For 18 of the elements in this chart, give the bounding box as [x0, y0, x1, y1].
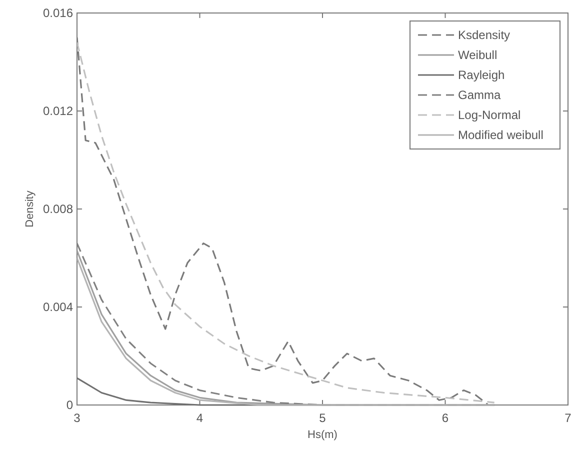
y-tick-label: 0.004: [42, 300, 74, 314]
legend-label: Modified weibull: [458, 128, 544, 142]
x-tick-label: 6: [442, 411, 449, 425]
x-tick-label: 5: [319, 411, 326, 425]
y-axis-title: Density: [24, 190, 36, 228]
y-tick-label: 0.008: [42, 202, 74, 216]
x-tick-label: 7: [564, 411, 572, 425]
x-axis-title: Hs(m): [308, 429, 338, 441]
x-tick-label: 3: [74, 411, 81, 425]
legend-label: Log-Normal: [458, 108, 521, 122]
x-tick-label: 4: [196, 411, 204, 425]
legend-label: Ksdensity: [458, 28, 510, 42]
y-tick-label: 0: [66, 398, 74, 412]
legend-label: Weibull: [458, 48, 498, 62]
y-tick-label: 0.016: [42, 6, 74, 20]
legend-label: Rayleigh: [458, 68, 505, 82]
legend-label: Gamma: [458, 88, 501, 102]
y-tick-label: 0.012: [42, 104, 74, 118]
